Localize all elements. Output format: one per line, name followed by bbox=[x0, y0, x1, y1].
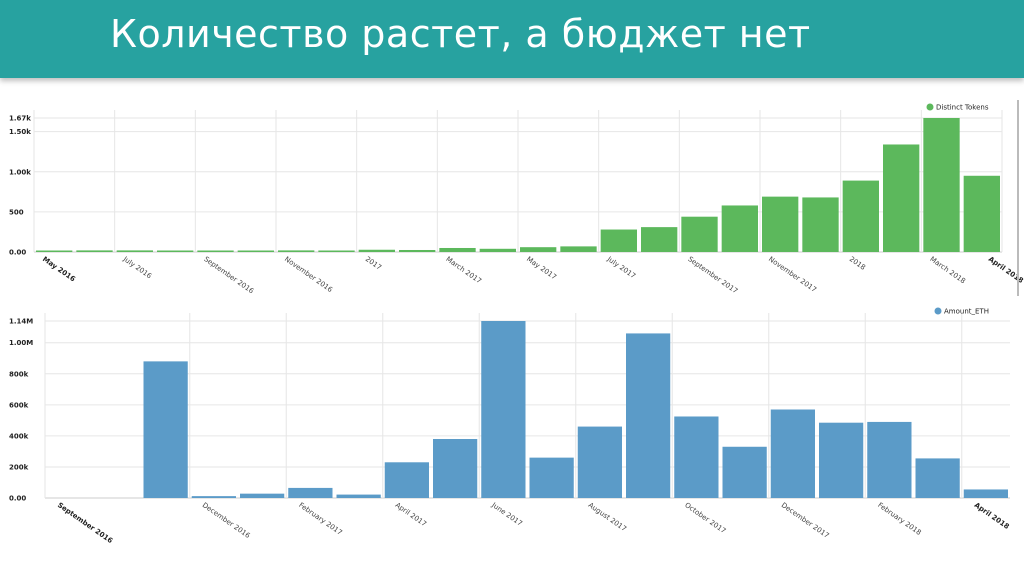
x-tick-label-eth-5: August 2017 bbox=[587, 501, 628, 533]
bar-eth-14[interactable] bbox=[722, 446, 767, 498]
amount-eth-chart: 0.00 200k 400k 600k 800k 1.00M 1.14M September… bbox=[9, 307, 1011, 545]
bar-eth-8[interactable] bbox=[433, 439, 478, 498]
legend-label-amount-eth: Amount_ETH bbox=[944, 308, 989, 316]
bar-eth-17[interactable] bbox=[867, 421, 912, 498]
header-bar: Количество растет, а бюджет нет bbox=[0, 0, 1024, 78]
bar-eth-4[interactable] bbox=[240, 493, 285, 498]
bar-tokens-22[interactable] bbox=[923, 118, 960, 252]
x-tick-label-eth-0: September 2016 bbox=[56, 501, 114, 545]
x-tick-label-tokens-0: May 2016 bbox=[41, 255, 77, 283]
bar-tokens-11[interactable] bbox=[479, 248, 516, 252]
bar-tokens-8[interactable] bbox=[358, 249, 395, 252]
x-tick-label-tokens-6: May 2017 bbox=[525, 255, 558, 281]
bar-tokens-14[interactable] bbox=[600, 229, 637, 252]
bar-eth-2[interactable] bbox=[143, 361, 188, 498]
bar-eth-16[interactable] bbox=[819, 422, 864, 498]
bar-tokens-5[interactable] bbox=[237, 250, 274, 253]
y-tick-label-tokens-3: 1.50k bbox=[9, 128, 31, 136]
y-tick-label-eth-0: 0.00 bbox=[9, 495, 26, 503]
legend-distinct-tokens[interactable]: Distinct Tokens bbox=[926, 103, 989, 112]
bar-eth-6[interactable] bbox=[336, 494, 381, 498]
y-tick-label-tokens-2: 1.00k bbox=[9, 168, 31, 176]
bar-eth-9[interactable] bbox=[481, 321, 526, 498]
x-tick-label-eth-7: December 2017 bbox=[780, 501, 831, 540]
bar-tokens-7[interactable] bbox=[318, 250, 355, 253]
bar-eth-3[interactable] bbox=[191, 496, 236, 498]
legend-amount-eth[interactable]: Amount_ETH bbox=[934, 307, 989, 316]
bar-tokens-4[interactable] bbox=[197, 250, 234, 253]
x-tick-label-tokens-3: November 2016 bbox=[283, 255, 334, 294]
bar-tokens-12[interactable] bbox=[520, 247, 557, 252]
bar-tokens-21[interactable] bbox=[883, 144, 920, 252]
bar-eth-13[interactable] bbox=[674, 416, 719, 498]
distinct-tokens-chart: 0.00 500 1.00k 1.50k 1.67k May 2016 July 2016… bbox=[9, 103, 1024, 296]
bar-tokens-17[interactable] bbox=[721, 205, 758, 252]
legend-dot-distinct-tokens bbox=[926, 103, 934, 111]
bar-tokens-10[interactable] bbox=[439, 247, 476, 252]
x-tick-label-tokens-2: September 2016 bbox=[202, 255, 255, 296]
bar-eth-15[interactable] bbox=[770, 409, 815, 499]
x-tick-label-eth-6: October 2017 bbox=[683, 501, 727, 535]
x-tick-label-eth-4: June 2017 bbox=[489, 501, 523, 528]
x-tick-label-tokens-5: March 2017 bbox=[444, 255, 482, 285]
x-tick-label-eth-9: April 2018 bbox=[973, 501, 1011, 531]
bar-eth-7[interactable] bbox=[384, 462, 429, 498]
bar-tokens-23[interactable] bbox=[963, 175, 1000, 252]
y-tick-label-tokens-0: 0.00 bbox=[9, 249, 26, 257]
bar-eth-19[interactable] bbox=[963, 489, 1008, 498]
x-tick-label-tokens-7: July 2017 bbox=[605, 255, 637, 281]
bar-tokens-0[interactable] bbox=[36, 250, 73, 253]
bar-tokens-19[interactable] bbox=[802, 197, 839, 252]
bar-tokens-15[interactable] bbox=[641, 227, 678, 252]
bar-tokens-3[interactable] bbox=[157, 250, 194, 253]
bar-tokens-13[interactable] bbox=[560, 246, 597, 252]
x-tick-label-eth-3: April 2017 bbox=[394, 501, 428, 528]
bar-tokens-16[interactable] bbox=[681, 216, 718, 252]
bar-eth-5[interactable] bbox=[288, 487, 333, 498]
bar-eth-11[interactable] bbox=[577, 426, 622, 498]
x-tick-label-eth-1: December 2016 bbox=[201, 501, 252, 540]
y-tick-label-tokens-4: 1.67k bbox=[9, 115, 31, 123]
x-tick-label-tokens-8: September 2017 bbox=[686, 255, 739, 295]
page-title: Количество растет, а бюджет нет bbox=[110, 12, 811, 56]
bar-tokens-2[interactable] bbox=[116, 250, 153, 252]
y-tick-label-eth-5: 1.00M bbox=[9, 339, 33, 347]
x-tick-label-tokens-9: November 2017 bbox=[767, 255, 818, 294]
bar-eth-18[interactable] bbox=[915, 458, 960, 498]
x-tick-label-tokens-11: March 2018 bbox=[928, 255, 966, 285]
x-tick-label-eth-2: February 2017 bbox=[297, 501, 343, 537]
scrollbar-edge bbox=[1017, 100, 1019, 296]
bar-eth-10[interactable] bbox=[529, 457, 574, 498]
legend-label-distinct-tokens: Distinct Tokens bbox=[936, 104, 989, 112]
y-tick-label-eth-1: 200k bbox=[9, 463, 29, 471]
y-tick-label-eth-2: 400k bbox=[9, 432, 29, 440]
legend-dot-amount-eth bbox=[934, 307, 942, 315]
x-tick-label-tokens-4: 2017 bbox=[364, 255, 383, 272]
x-tick-label-tokens-10: 2018 bbox=[848, 255, 867, 272]
bar-eth-12[interactable] bbox=[626, 333, 671, 498]
bar-tokens-18[interactable] bbox=[762, 196, 799, 252]
bar-tokens-20[interactable] bbox=[842, 180, 879, 252]
bar-tokens-9[interactable] bbox=[399, 249, 436, 252]
bar-tokens-6[interactable] bbox=[278, 250, 315, 252]
bar-tokens-1[interactable] bbox=[76, 250, 113, 252]
x-tick-label-tokens-1: July 2016 bbox=[121, 255, 154, 281]
y-tick-label-eth-3: 600k bbox=[9, 401, 29, 409]
y-tick-label-eth-6: 1.14M bbox=[9, 318, 33, 326]
y-tick-label-tokens-1: 500 bbox=[9, 208, 24, 216]
y-tick-label-eth-4: 800k bbox=[9, 370, 29, 378]
x-tick-label-eth-8: February 2018 bbox=[876, 501, 922, 537]
